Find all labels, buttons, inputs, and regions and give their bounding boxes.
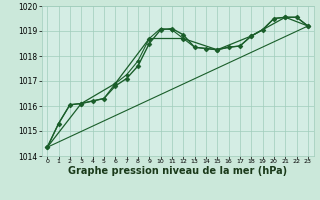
X-axis label: Graphe pression niveau de la mer (hPa): Graphe pression niveau de la mer (hPa) <box>68 166 287 176</box>
